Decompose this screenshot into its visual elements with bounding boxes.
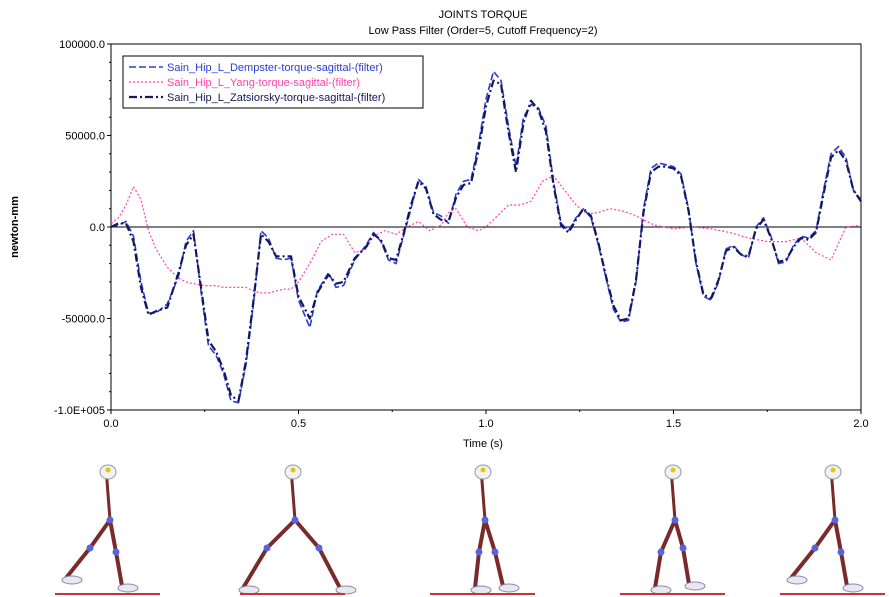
shin-bone — [789, 546, 817, 580]
y-tick-label: -1.0E+005 — [54, 405, 105, 417]
x-tick-label: 1.5 — [666, 418, 681, 430]
x-tick-label: 0.0 — [103, 418, 118, 430]
x-axis-label: Time (s) — [463, 438, 503, 450]
legend-label: Sain_Hip_L_Dempster-torque-sagittal-(fil… — [167, 62, 383, 74]
thigh-bone — [88, 518, 112, 550]
thigh-bone — [483, 519, 497, 553]
x-tick-label: 2.0 — [853, 418, 868, 430]
shin-bone — [493, 551, 505, 587]
joint-marker — [670, 467, 676, 473]
skeleton-figure — [55, 464, 160, 595]
series-line-3 — [110, 79, 862, 402]
joint-marker — [830, 467, 836, 473]
foot-bone — [117, 583, 139, 593]
foot-bone — [650, 585, 672, 595]
shin-bone — [681, 547, 691, 585]
hip-joint — [831, 516, 839, 524]
chart-title: JOINTS TORQUE — [439, 9, 528, 21]
foot-bone — [335, 585, 357, 595]
y-tick-label: 0.0 — [90, 222, 105, 234]
thigh-bone — [477, 519, 487, 553]
thigh-bone — [293, 518, 321, 550]
y-tick-label: 100000.0 — [59, 39, 105, 51]
shin-bone — [473, 551, 481, 589]
foot-bone — [498, 583, 520, 593]
foot-bone — [786, 575, 808, 585]
chart-subtitle: Low Pass Filter (Order=5, Cutoff Frequen… — [368, 25, 597, 37]
thigh-bone — [833, 519, 843, 553]
knee-joint — [86, 544, 94, 552]
hip-joint — [291, 516, 299, 524]
thigh-bone — [108, 519, 118, 553]
y-axis-label: newton-mm — [9, 196, 21, 258]
foot-bone — [238, 585, 260, 595]
series-line-1 — [110, 70, 862, 404]
hip-joint — [106, 516, 114, 524]
knee-joint — [475, 548, 483, 556]
legend-label: Sain_Hip_L_Yang-torque-sagittal-(filter) — [167, 77, 360, 89]
skeleton-figure — [430, 464, 535, 595]
joint-marker — [290, 467, 296, 473]
knee-joint — [657, 548, 665, 556]
knee-joint — [491, 548, 499, 556]
foot-bone — [684, 581, 706, 591]
hip-joint — [671, 516, 679, 524]
knee-joint — [811, 544, 819, 552]
y-tick-label: 50000.0 — [65, 131, 105, 143]
shin-bone — [114, 551, 124, 587]
thigh-bone — [673, 519, 685, 549]
joint-marker — [105, 467, 111, 473]
shin-bone — [653, 551, 663, 589]
shin-bone — [64, 546, 92, 580]
series-line-2 — [110, 175, 862, 294]
knee-joint — [837, 548, 845, 556]
shin-bone — [241, 546, 269, 590]
shin-bone — [839, 551, 849, 587]
joint-marker — [480, 467, 486, 473]
knee-joint — [315, 544, 323, 552]
thigh-bone — [659, 519, 677, 553]
legend-box — [122, 55, 424, 109]
gait-figures — [55, 464, 885, 595]
foot-bone — [61, 575, 83, 585]
legend-label: Sain_Hip_L_Zatsiorsky-torque-sagittal-(f… — [167, 92, 385, 104]
knee-joint — [263, 544, 271, 552]
shin-bone — [317, 547, 342, 589]
knee-joint — [679, 544, 687, 552]
thigh-bone — [813, 518, 837, 550]
skeleton-figure — [780, 464, 885, 595]
skeleton-figure — [620, 464, 725, 595]
skeleton-figure — [238, 464, 357, 595]
hip-joint — [481, 516, 489, 524]
x-tick-label: 0.5 — [291, 418, 306, 430]
foot-bone — [842, 583, 864, 593]
legend: Sain_Hip_L_Dempster-torque-sagittal-(fil… — [122, 55, 424, 109]
foot-bone — [470, 585, 492, 595]
thigh-bone — [265, 518, 297, 550]
y-tick-label: -50000.0 — [62, 314, 105, 326]
x-tick-label: 1.0 — [478, 418, 493, 430]
knee-joint — [112, 548, 120, 556]
